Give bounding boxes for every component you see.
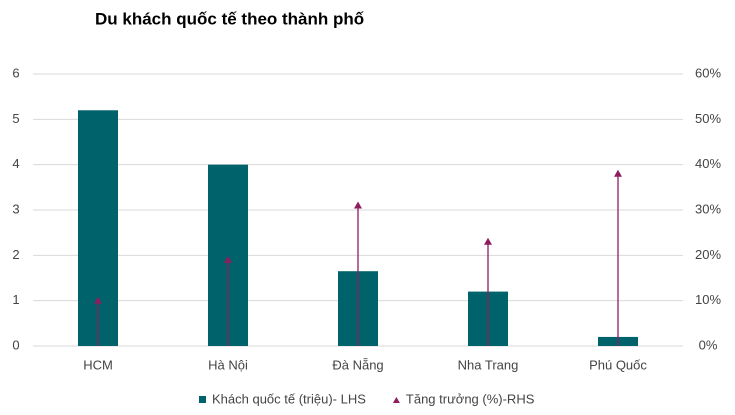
legend-label: Tăng trưởng (%)-RHS xyxy=(406,391,535,406)
y2-tick-label: 40% xyxy=(695,156,721,171)
y2-tick-label: 60% xyxy=(695,65,721,80)
y-tick-label: 6 xyxy=(12,65,19,80)
x-tick-label: Nha Trang xyxy=(458,357,519,372)
marker xyxy=(614,169,622,177)
marker xyxy=(484,237,492,245)
marker xyxy=(94,296,102,304)
legend-marker xyxy=(392,397,400,403)
y-tick-label: 1 xyxy=(12,292,19,307)
y-tick-label: 2 xyxy=(12,247,19,262)
marker xyxy=(224,255,232,263)
y2-tick-label: 20% xyxy=(695,247,721,262)
x-tick-label: Hà Nội xyxy=(208,357,248,372)
legend-marker xyxy=(199,396,206,403)
y-tick-label: 5 xyxy=(12,111,19,126)
y-tick-label: 4 xyxy=(12,156,19,171)
marker xyxy=(354,201,362,209)
y2-tick-label: 0% xyxy=(699,337,718,352)
chart-title: Du khách quốc tế theo thành phố xyxy=(95,9,364,28)
y2-tick-label: 50% xyxy=(695,111,721,126)
x-tick-label: Đà Nẵng xyxy=(332,357,383,372)
y-tick-label: 0 xyxy=(12,337,19,352)
x-tick-label: Phú Quốc xyxy=(589,357,647,372)
x-tick-label: HCM xyxy=(83,357,113,372)
legend-label: Khách quốc tế (triệu)- LHS xyxy=(212,391,366,406)
y-tick-label: 3 xyxy=(12,201,19,216)
y2-tick-label: 30% xyxy=(695,201,721,216)
y2-tick-label: 10% xyxy=(695,292,721,307)
